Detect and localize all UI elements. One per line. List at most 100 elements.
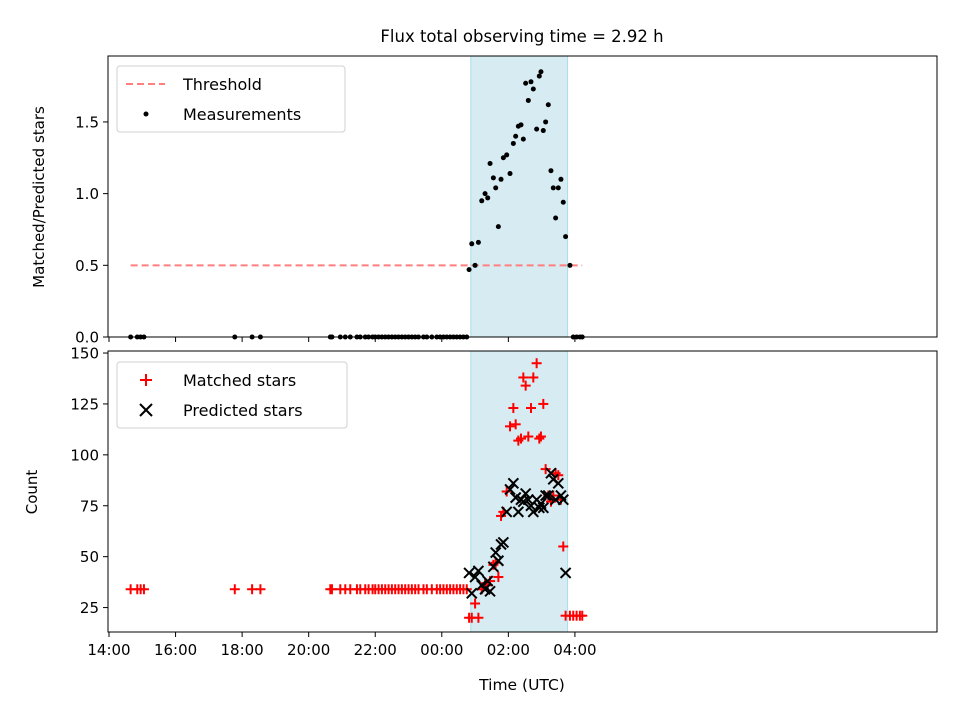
predicted-star-point — [557, 493, 569, 506]
measurement-point — [563, 234, 569, 240]
matched-star-point — [516, 433, 527, 444]
matched-star-point — [531, 358, 542, 369]
top-legend: Threshold Measurements — [116, 65, 346, 133]
predicted-star-point — [537, 502, 550, 514]
predicted-star-point — [519, 487, 532, 500]
matched-star-point — [558, 541, 569, 552]
matched-star-point — [548, 490, 559, 501]
matched-star-point — [535, 431, 546, 442]
legend-predicted-label: Predicted stars — [183, 401, 303, 420]
x-tick-label: 14:00 — [87, 641, 130, 659]
matched-star-point — [229, 584, 240, 595]
matched-star-point — [138, 584, 149, 595]
measurement-point — [500, 155, 506, 161]
matched-star-point — [255, 584, 266, 595]
predicted-star-point — [542, 489, 554, 502]
legend-measurements-swatch — [143, 111, 149, 117]
predicted-star-point — [552, 477, 564, 490]
top-observing-window-shade — [470, 55, 569, 338]
measurement-point — [485, 195, 491, 201]
predicted-star-point — [507, 477, 520, 490]
matched-star-point — [528, 372, 539, 383]
bottom-y-tick-label: 50 — [80, 548, 99, 566]
bottom-y-tick-label: 25 — [80, 599, 99, 617]
predicted-star-point — [469, 571, 481, 583]
bottom-y-tick-label: 100 — [70, 446, 99, 464]
x-tick-label: 02:00 — [487, 641, 530, 659]
measurement-point — [513, 133, 519, 139]
measurement-point — [525, 97, 531, 103]
measurement-point — [493, 185, 499, 191]
measurement-point — [558, 176, 564, 182]
measurement-point — [560, 199, 566, 205]
measurement-point — [507, 171, 513, 177]
legend-threshold-label: Threshold — [182, 75, 262, 94]
measurement-point — [469, 241, 475, 247]
legend-matched-swatch — [140, 374, 152, 386]
predicted-star-point — [463, 567, 475, 579]
matched-star-point — [538, 398, 549, 409]
top-y-tick-label: 0.5 — [75, 257, 99, 275]
matched-star-point — [520, 380, 531, 391]
measurement-point — [550, 185, 556, 191]
measurement-point — [520, 136, 526, 142]
top-y-axis-label: Matched/Predicted stars — [30, 106, 48, 288]
top-y-tick-label: 1.5 — [75, 113, 99, 131]
measurement-point — [472, 262, 478, 268]
predicted-star-point — [490, 546, 502, 559]
matched-star-point — [523, 431, 534, 442]
measurement-point — [530, 86, 536, 92]
top-axes-frame — [107, 55, 938, 338]
predicted-star-point — [512, 506, 525, 518]
predicted-star-point — [545, 467, 557, 479]
predicted-star-point — [504, 483, 516, 496]
bottom-y-tick-label: 125 — [70, 395, 99, 413]
predicted-star-point — [559, 567, 572, 579]
predicted-star-point — [539, 489, 552, 502]
predicted-star-point — [472, 565, 485, 577]
measurement-point — [538, 69, 544, 75]
matched-star-point — [510, 419, 521, 430]
measurement-point — [475, 239, 481, 245]
flux-ratio-panel: 0.0 0.5 1.0 1.5 Matched/Predicted stars Thr… — [30, 55, 938, 347]
predicted-star-point — [497, 536, 510, 549]
measurement-point — [479, 198, 485, 204]
predicted-star-point — [500, 506, 513, 518]
measurement-point — [536, 73, 542, 79]
measurement-point — [504, 152, 510, 158]
bottom-legend: Matched stars Predicted stars — [116, 361, 348, 429]
matched-star-point — [534, 433, 545, 444]
chart-title: Flux total observing time = 2.92 h — [380, 27, 663, 46]
measurement-point — [528, 79, 534, 85]
matched-star-point — [577, 610, 588, 621]
matched-star-point — [518, 372, 529, 383]
predicted-star-point — [492, 555, 505, 567]
matched-star-point — [505, 421, 516, 432]
measurement-point — [523, 80, 529, 86]
measurement-point — [567, 262, 573, 268]
measurement-point — [510, 140, 516, 146]
measurement-point — [518, 122, 524, 128]
x-axis-label: Time (UTC) — [478, 676, 565, 694]
measurement-point — [545, 102, 551, 108]
matched-star-point — [493, 572, 504, 583]
x-tick-label: 22:00 — [354, 641, 397, 659]
measurement-point — [555, 185, 561, 191]
measurement-point — [482, 191, 488, 197]
measurement-point — [466, 267, 472, 273]
bottom-y-tick-label: 75 — [80, 497, 99, 515]
counts-panel: 14:00 16:00 18:00 20:00 22:00 00:00 02:00 04:00… — [23, 345, 938, 694]
matched-star-point — [473, 612, 484, 623]
x-tick-label: 00:00 — [420, 641, 463, 659]
legend-measurements-label: Measurements — [183, 105, 301, 124]
predicted-star-point — [522, 493, 535, 506]
predicted-star-point — [484, 585, 496, 597]
x-tick-label: 16:00 — [154, 641, 197, 659]
matched-star-point — [470, 598, 481, 609]
top-y-tick-label: 0.0 — [75, 329, 99, 347]
measurement-point — [548, 168, 554, 174]
bottom-y-axis-label: Count — [23, 470, 41, 515]
legend-predicted-swatch — [139, 403, 153, 417]
bottom-axes-frame — [107, 350, 938, 633]
measurement-point — [498, 176, 504, 182]
